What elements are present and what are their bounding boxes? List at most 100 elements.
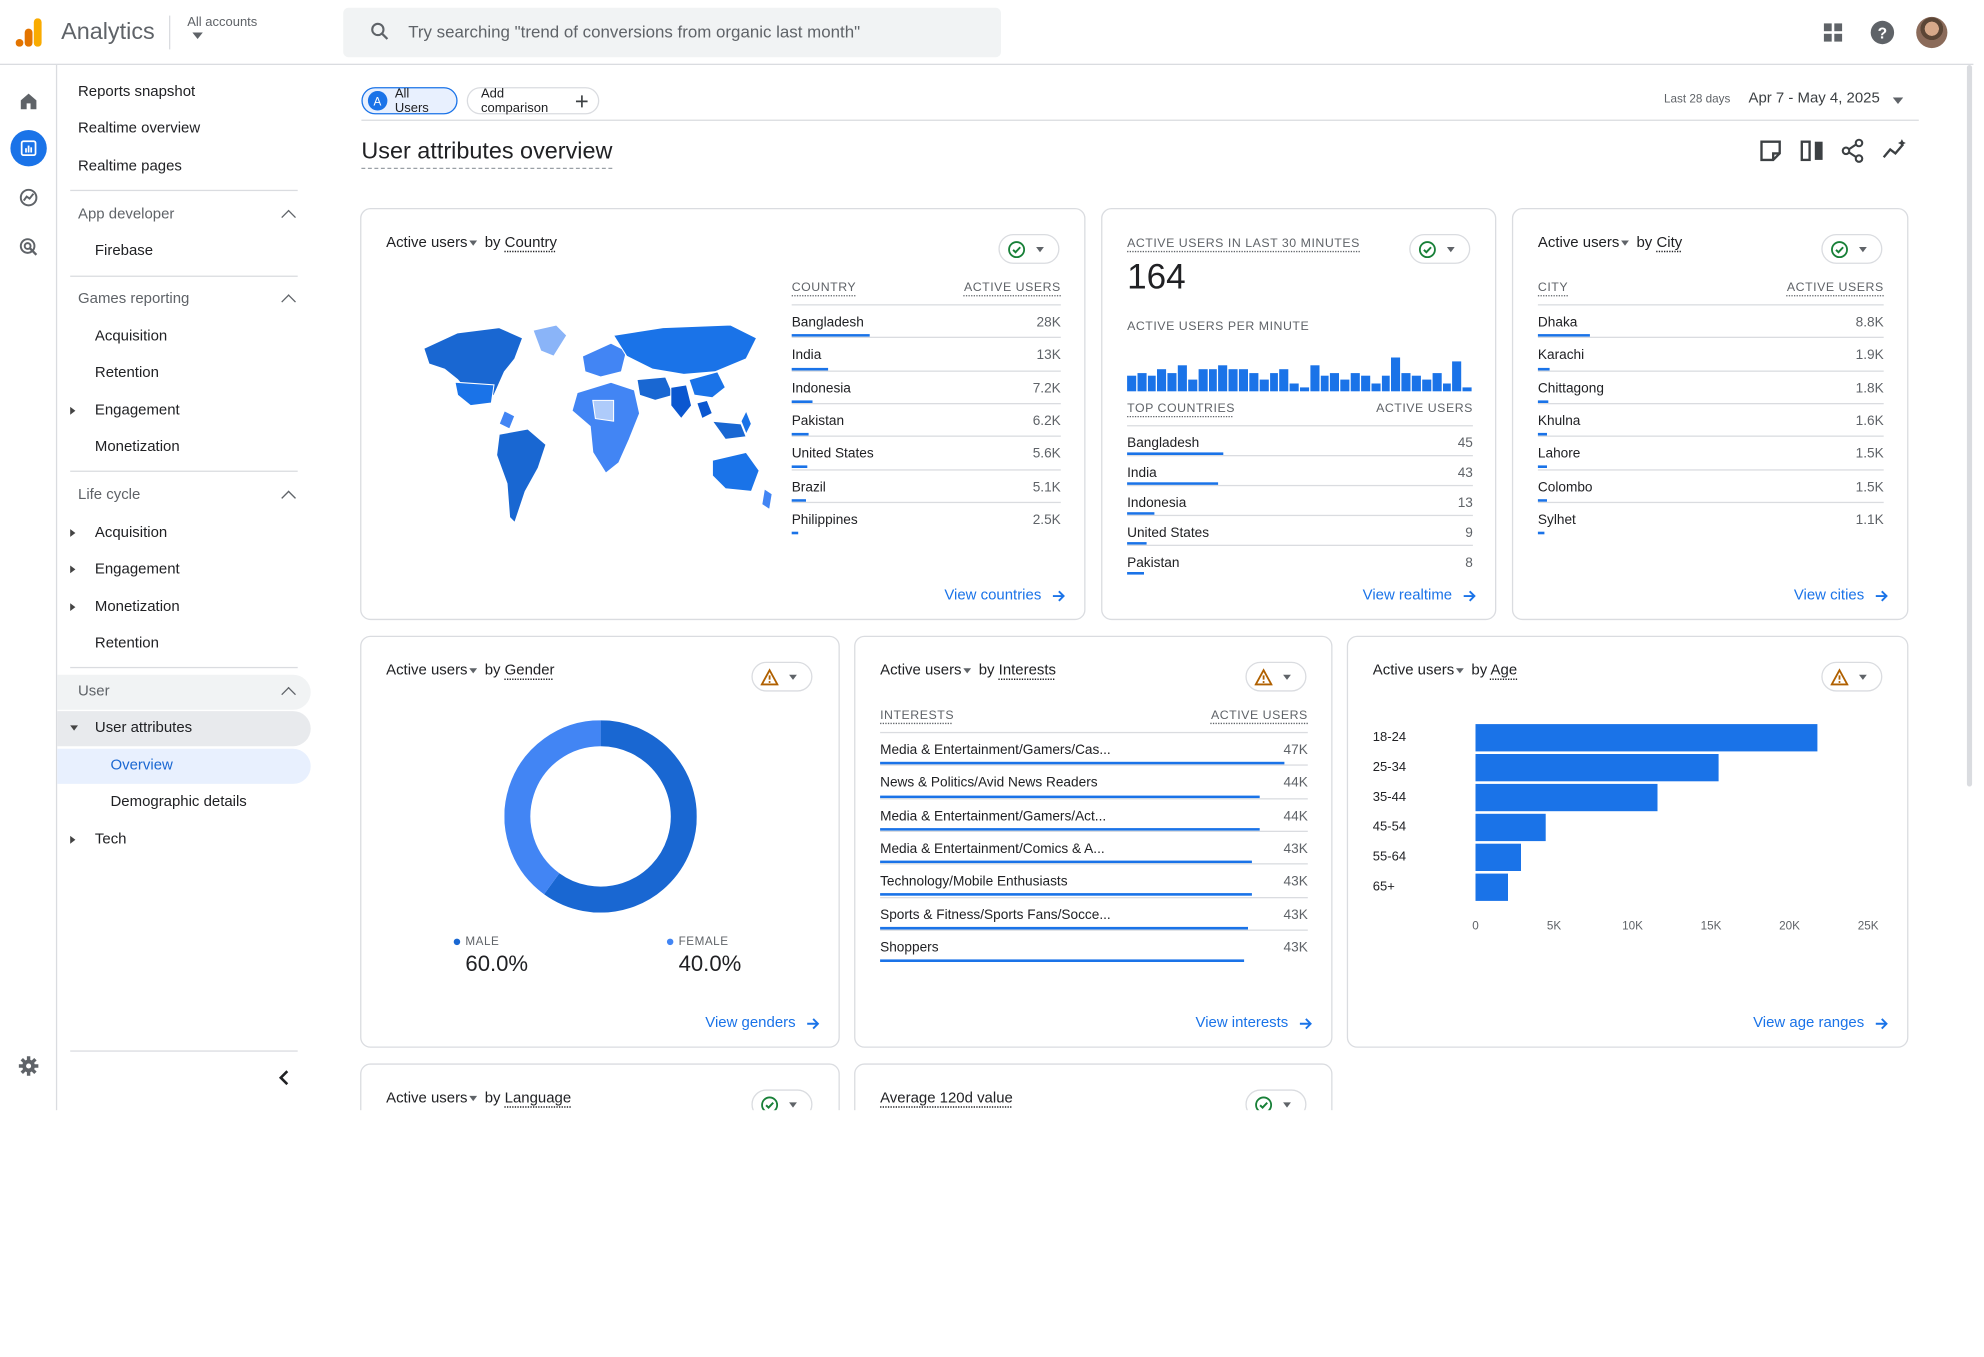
nav-item-tech[interactable]: Tech — [94, 832, 127, 848]
data-quality-status[interactable] — [1409, 233, 1471, 264]
column-header[interactable]: ACTIVE USERS — [1786, 280, 1884, 296]
nav-section-user[interactable]: User — [78, 675, 317, 709]
expand-arrow-icon[interactable] — [70, 603, 76, 611]
minute-bar[interactable] — [1411, 376, 1421, 392]
nav-item-firebase[interactable]: Firebase — [94, 243, 154, 259]
minute-bar[interactable] — [1167, 372, 1177, 392]
minute-bar[interactable] — [1137, 372, 1147, 392]
table-row[interactable]: India 13K — [791, 337, 1061, 370]
nav-item-monetization[interactable]: Monetization — [94, 599, 180, 615]
column-header[interactable]: ACTIVE USERS — [963, 280, 1061, 296]
chevron-down-icon[interactable] — [468, 240, 477, 246]
minute-bar[interactable] — [1157, 368, 1167, 392]
dimension-selector[interactable]: Country — [504, 235, 558, 251]
view-realtime-link[interactable]: View realtime — [1363, 588, 1477, 603]
minute-bar[interactable] — [1391, 357, 1401, 392]
segment-chip-all-users[interactable]: A All Users — [361, 86, 458, 115]
metric-selector[interactable]: Average 120d value — [880, 1090, 1013, 1107]
minute-bar[interactable] — [1300, 387, 1309, 392]
minute-bar[interactable] — [1177, 365, 1187, 392]
chevron-down-icon[interactable] — [468, 1095, 477, 1102]
expand-arrow-icon[interactable] — [70, 529, 76, 537]
nav-item-acquisition[interactable]: Acquisition — [94, 328, 168, 345]
table-row[interactable]: Technology/Mobile Enthusiasts 43K — [880, 863, 1308, 897]
nav-item-demographic-details[interactable]: Demographic details — [110, 794, 247, 810]
minute-bar[interactable] — [1218, 365, 1228, 392]
minute-bar[interactable] — [1361, 376, 1370, 392]
data-quality-warning[interactable] — [1245, 661, 1307, 692]
table-row[interactable]: India 43 — [1127, 454, 1473, 485]
gender-donut-chart[interactable] — [504, 720, 697, 913]
reports-icon[interactable] — [10, 130, 47, 167]
minute-bar[interactable] — [1442, 383, 1452, 392]
minute-bar[interactable] — [1462, 387, 1472, 392]
minute-bar[interactable] — [1350, 372, 1360, 392]
data-quality-status[interactable] — [1821, 233, 1883, 264]
column-header[interactable]: CITY — [1537, 280, 1569, 296]
age-bar[interactable] — [1475, 843, 1522, 871]
date-range-picker[interactable]: Apr 7 - May 4, 2025 — [1748, 91, 1880, 107]
nav-item-engagement[interactable]: Engagement — [94, 561, 180, 578]
table-row[interactable]: Chittagong 1.8K — [1537, 369, 1884, 403]
expand-arrow-icon[interactable] — [70, 835, 76, 844]
minute-bar[interactable] — [1188, 380, 1197, 392]
table-row[interactable]: Shoppers 43K — [880, 929, 1308, 963]
minute-bar[interactable] — [1228, 368, 1238, 392]
avatar[interactable] — [1916, 16, 1948, 49]
table-row[interactable]: Khulna 1.6K — [1537, 402, 1884, 436]
nav-item-realtime-overview[interactable]: Realtime overview — [78, 120, 201, 137]
column-header[interactable]: INTERESTS — [880, 708, 955, 723]
minute-bar[interactable] — [1330, 372, 1340, 392]
advertising-icon[interactable] — [13, 231, 44, 262]
chevron-down-icon[interactable] — [962, 668, 971, 674]
table-row[interactable]: Media & Entertainment/Gamers/Act... 44K — [880, 797, 1308, 831]
minute-bar[interactable] — [1371, 383, 1381, 392]
minute-bar[interactable] — [1198, 368, 1208, 392]
minute-bar[interactable] — [1147, 376, 1157, 392]
minute-bar[interactable] — [1259, 380, 1269, 392]
column-header[interactable]: ACTIVE USERS — [1210, 708, 1308, 723]
minute-bar[interactable] — [1279, 368, 1289, 392]
minute-bar[interactable] — [1340, 380, 1350, 392]
metric-selector[interactable]: Active users — [386, 1090, 468, 1107]
table-row[interactable]: Dhaka 8.8K — [1537, 304, 1884, 338]
minute-bar[interactable] — [1452, 361, 1462, 392]
compare-columns-icon[interactable] — [1799, 138, 1825, 164]
dimension-selector[interactable]: City — [1656, 235, 1683, 251]
view-countries-link[interactable]: View countries — [944, 588, 1066, 603]
chevron-down-icon[interactable] — [1620, 240, 1629, 246]
age-bar[interactable] — [1475, 873, 1509, 901]
expand-arrow-icon[interactable] — [70, 565, 76, 574]
table-row[interactable]: United States 5.6K — [791, 435, 1061, 469]
table-row[interactable]: Media & Entertainment/Gamers/Cas... 47K — [880, 731, 1308, 765]
account-selector[interactable]: All accounts — [187, 16, 257, 39]
table-row[interactable]: Bangladesh 28K — [791, 304, 1061, 338]
nav-item-acquisition[interactable]: Acquisition — [94, 525, 168, 541]
share-icon[interactable] — [1839, 138, 1865, 164]
table-row[interactable]: Media & Entertainment/Comics & A... 43K — [880, 830, 1308, 864]
metric-selector[interactable]: Active users — [1537, 235, 1620, 251]
donut-slice-male[interactable] — [544, 720, 697, 913]
table-row[interactable]: Colombo 1.5K — [1537, 468, 1884, 502]
table-row[interactable]: United States 9 — [1127, 514, 1473, 545]
nav-item-retention[interactable]: Retention — [94, 365, 159, 381]
home-icon[interactable] — [13, 86, 44, 117]
donut-slice-female[interactable] — [504, 720, 601, 895]
table-row[interactable]: Indonesia 7.2K — [791, 369, 1061, 403]
minute-bar[interactable] — [1401, 372, 1411, 392]
nav-item-monetization[interactable]: Monetization — [94, 439, 180, 455]
explore-icon[interactable] — [13, 182, 44, 213]
column-header[interactable]: TOP COUNTRIES — [1127, 401, 1235, 416]
minute-bar[interactable] — [1289, 383, 1299, 392]
minute-bar[interactable] — [1208, 368, 1218, 392]
nav-item-reports-snapshot[interactable]: Reports snapshot — [78, 84, 196, 101]
data-quality-status[interactable] — [998, 233, 1060, 264]
chevron-down-icon[interactable] — [468, 668, 477, 674]
table-row[interactable]: Indonesia 13 — [1127, 484, 1473, 515]
view-genders-link[interactable]: View genders — [705, 1015, 820, 1031]
nav-section-games-reporting[interactable]: Games reporting — [78, 282, 317, 316]
minute-bar[interactable] — [1432, 372, 1442, 392]
dimension-selector[interactable]: Language — [504, 1090, 572, 1107]
chevron-down-icon[interactable] — [1455, 668, 1464, 674]
table-row[interactable]: News & Politics/Avid News Readers 44K — [880, 764, 1308, 798]
